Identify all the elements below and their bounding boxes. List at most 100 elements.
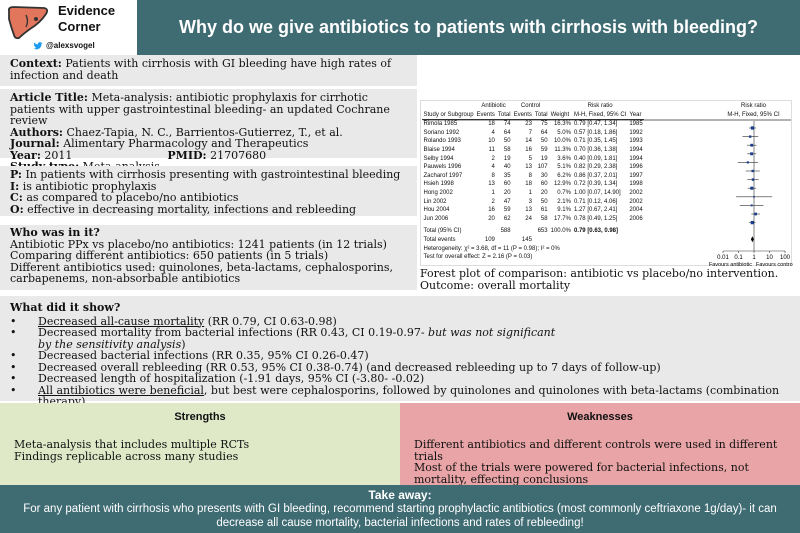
twitter-icon[interactable] <box>33 42 43 50</box>
effect-square <box>749 135 752 138</box>
pmid-label: PMID: <box>167 148 207 162</box>
forest-cell-study: Blaise 1994 <box>423 146 455 153</box>
result-emphasis: but was not significant by the sensitivi… <box>38 326 556 351</box>
forest-cell-t2: 50 <box>540 198 548 205</box>
weakness-item: Different antibiotics and different cont… <box>414 438 778 463</box>
forest-cell-t2: 50 <box>540 138 548 145</box>
strengths-section: Strengths Meta-analysis that includes mu… <box>0 403 400 485</box>
forest-cell-ci: 0.82 [0.29, 2.38] <box>573 164 618 171</box>
forest-cell-ci: 0.71 [0.35, 1.45] <box>573 138 618 145</box>
pico-section: P: In patients with cirrhosis presenting… <box>0 166 417 216</box>
forest-cell-year: 2002 <box>629 189 643 196</box>
weaknesses-heading: Weaknesses <box>567 411 633 423</box>
x-tick-label: 0.01 <box>717 255 729 261</box>
favours-control-label: Favours control <box>756 262 793 267</box>
article-title-label: Article Title: <box>10 91 88 104</box>
forest-cell-e2: 23 <box>525 121 532 128</box>
forest-cell-ci: 1.27 [0.67, 2.41] <box>573 207 618 214</box>
journal-label: Journal: <box>10 137 60 150</box>
forest-row: Lin 2002 2 47 3 50 2.1% 0.71 [0.12, 4.06] 2002 <box>422 198 644 207</box>
total-weight: 100.0% <box>550 228 571 235</box>
who-line: Antibiotic PPx vs placebo/no antibiotics… <box>10 237 387 251</box>
weaknesses-section: Weaknesses Different antibiotics and dif… <box>400 403 800 485</box>
effect-square <box>751 169 754 173</box>
who-line: Comparing different antibiotics: 650 pat… <box>10 249 329 262</box>
journal: Alimentary Pharmacology and Therapeutics <box>63 137 309 150</box>
forest-cell-year: 1985 <box>629 121 643 128</box>
forest-cell-e1: 8 <box>491 172 495 179</box>
strength-item: Findings replicable across many studies <box>14 449 239 463</box>
forest-table: Antibiotic Control Risk ratio Study or S… <box>422 102 645 262</box>
forest-row: Jun 2006 20 62 24 58 17.7% 0.78 [0.49, 1.25] 20… <box>422 215 644 224</box>
effect-square <box>751 178 755 181</box>
forest-row: Hsieh 1998 13 60 18 60 12.9% 0.72 [0.39, 1.34]… <box>422 180 644 189</box>
forest-cell-study: Rimola 1985 <box>423 121 458 128</box>
forest-cell-ci: 0.71 [0.12, 4.06] <box>573 198 618 205</box>
forest-cell-w: 9.1% <box>557 207 571 214</box>
antibiotic-header: Antibiotic <box>481 103 506 109</box>
forest-row: Soriano 1992 4 64 7 64 5.0% 0.57 [0.18, 1.86] 1… <box>422 129 644 138</box>
forest-caption: Forest plot of comparison: antibiotic vs… <box>420 267 779 292</box>
forest-cell-w: 6.2% <box>557 172 571 179</box>
forest-cell-e2: 8 <box>528 172 532 179</box>
forest-cell-e1: 2 <box>491 198 495 205</box>
forest-cell-e2: 24 <box>525 215 532 222</box>
results-heading: What did it show? <box>10 301 121 314</box>
forest-cell-e1: 10 <box>488 138 495 145</box>
result-item: • All antibiotics were beneficial, but be… <box>10 383 790 408</box>
i-label: I: <box>10 179 20 193</box>
total-ci: 0.79 [0.63, 0.98] <box>573 228 618 235</box>
forest-cell-e1: 20 <box>488 215 495 222</box>
bullet-icon: • <box>10 326 17 339</box>
x-tick-label: 10 <box>766 255 773 261</box>
forest-cell-e1: 4 <box>491 129 495 136</box>
forest-cell-e1: 13 <box>488 181 495 188</box>
forest-cell-year: 2004 <box>629 207 643 214</box>
total-events-e2: 145 <box>521 236 532 243</box>
forest-cell-w: 2.1% <box>557 198 571 205</box>
events-header: Events <box>513 111 532 118</box>
forest-cell-e2: 16 <box>525 146 532 153</box>
forest-cell-e2: 18 <box>525 181 532 188</box>
bullet-icon: • <box>10 314 17 328</box>
brand-handle[interactable]: @alexsvogel <box>46 41 95 50</box>
effect-square <box>750 220 754 225</box>
forest-row: Pauwels 1996 4 40 13 107 5.1% 0.82 [0.29, 2.38… <box>422 163 644 172</box>
total-events-label: Total events <box>423 236 456 243</box>
forest-cell-w: 0.7% <box>557 189 571 196</box>
effect-square <box>746 161 749 164</box>
effect-square <box>750 143 754 147</box>
forest-cell-t2: 30 <box>540 172 548 179</box>
pico-c: as compared to placebo/no antibiotics <box>26 191 239 204</box>
strength-item: Meta-analysis that includes multiple RCT… <box>14 438 250 451</box>
results-list: • Decreased all-cause mortality (RR 0.79,… <box>10 314 790 408</box>
total-header: Total <box>497 111 511 118</box>
forest-row: Rolando 1993 10 50 14 50 10.0% 0.71 [0.35, 1.4… <box>422 137 644 146</box>
page-title: Why do we give antibiotics to patients w… <box>137 0 800 55</box>
pmid: 21707680 <box>210 148 267 162</box>
forest-cell-year: 1993 <box>629 138 643 145</box>
result-item: • Decreased mortality from bacterial infe… <box>10 327 790 350</box>
forest-cell-w: 5.1% <box>557 164 571 171</box>
forest-cell-w: 17.7% <box>553 215 571 222</box>
forest-cell-t2: 20 <box>540 189 548 196</box>
who-heading: Who was in it? <box>10 226 100 239</box>
pico-o: effective in decreasing mortality, infec… <box>27 202 357 216</box>
forest-cell-t2: 64 <box>540 129 548 136</box>
x-tick-label: 100 <box>780 255 791 261</box>
forest-cell-t1: 40 <box>503 164 511 171</box>
bullet-icon: • <box>10 383 17 397</box>
liver-icon <box>7 6 49 40</box>
favours-antibiotic-label: Favours antibiotic <box>709 262 752 267</box>
result-post: ) <box>181 337 186 351</box>
forest-row: Hong 2002 1 20 1 20 0.7% 1.00 [0.07, 14.90] 200… <box>422 189 644 198</box>
o-label: O: <box>10 202 24 216</box>
forest-row: Rimola 1985 18 74 23 75 16.3% 0.79 [0.47, 1.34… <box>422 120 644 129</box>
forest-cell-study: Pauwels 1996 <box>423 164 462 171</box>
forest-row: Blaise 1994 11 58 16 59 11.3% 0.70 [0.36, 1.38… <box>422 146 644 155</box>
heterogeneity: Heterogeneity: χ² = 3.68, df = 11 (P = 0… <box>423 245 560 252</box>
forest-cell-t2: 19 <box>540 155 548 162</box>
forest-cell-w: 11.3% <box>554 146 571 153</box>
x-tick-label: 0.1 <box>734 255 743 261</box>
result-underlined: Decreased all-cause mortality <box>38 314 205 328</box>
